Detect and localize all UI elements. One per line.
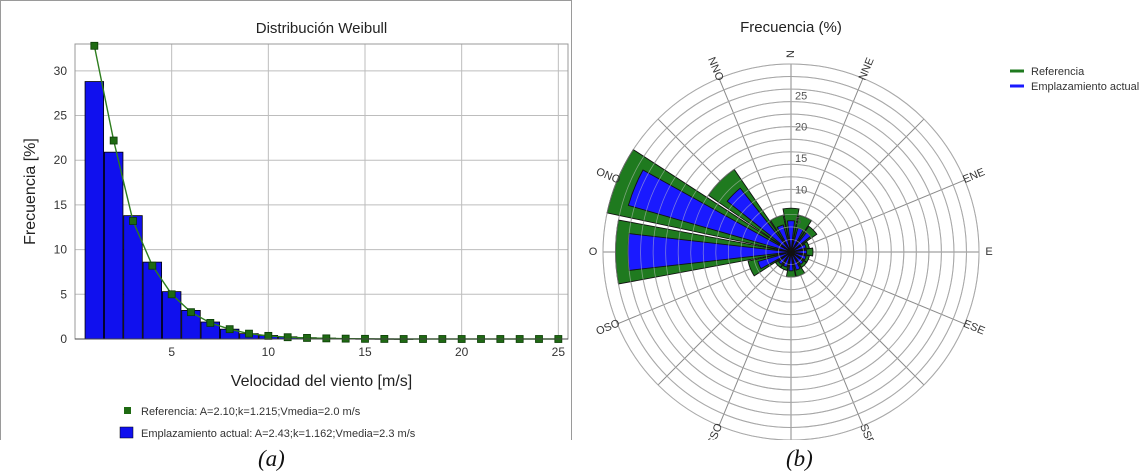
- direction-label: SSE: [857, 422, 877, 440]
- range-ring-overlay: [778, 239, 804, 265]
- bar: [161, 291, 182, 340]
- legend-label-emplazamiento: Emplazamiento actual: A=2.43;k=1.162;Vme…: [141, 428, 416, 440]
- caption-b: (b): [786, 446, 813, 471]
- reference-marker: [90, 41, 99, 50]
- wind-rose-chart: Frecuencia (%)510152025NNNEENEEESESSESSS…: [589, 19, 1139, 440]
- radial-tick-label: 15: [795, 153, 807, 165]
- spoke: [657, 251, 792, 386]
- range-ring-overlay: [665, 126, 917, 378]
- bar: [142, 261, 163, 340]
- sector-emplazamiento: [776, 224, 792, 253]
- sector-emplazamiento: [757, 251, 792, 270]
- direction-label: O: [589, 246, 598, 258]
- x-tick-label: 25: [552, 345, 566, 359]
- y-tick-label: 15: [54, 198, 68, 212]
- reference-marker: [109, 136, 118, 145]
- direction-label: ONO: [594, 166, 622, 187]
- range-ring-overlay: [627, 88, 955, 416]
- y-tick-label: 10: [54, 243, 68, 257]
- sector-emplazamiento: [788, 251, 794, 272]
- chart-title: Distribución Weibull: [256, 20, 387, 37]
- legend-swatch-referencia: [124, 407, 131, 414]
- range-ring-overlay: [677, 138, 905, 366]
- direction-label: NNE: [857, 56, 877, 82]
- reference-marker: [129, 217, 137, 225]
- sector-emplazamiento: [778, 251, 792, 265]
- sector-emplazamiento: [627, 169, 792, 253]
- sector-emplazamiento: [726, 187, 792, 253]
- direction-label: NNO: [705, 55, 726, 83]
- reference-marker: [303, 334, 311, 342]
- spoke: [790, 251, 965, 325]
- weibull-chart-panel: Distribución Weibull 5 10 15 20 25 0 5 10 15 20 25 3…: [0, 0, 572, 440]
- direction-label: OSO: [594, 317, 622, 338]
- range-ring-overlay: [740, 201, 842, 303]
- spoke: [790, 251, 925, 386]
- reference-marker: [264, 331, 273, 340]
- reference-marker: [148, 261, 157, 270]
- direction-label: E: [985, 246, 992, 258]
- range-ring-overlay: [602, 63, 980, 440]
- direction-label: ESE: [962, 318, 987, 338]
- range-ring-overlay: [715, 176, 867, 328]
- wind-rose-panel: Frecuencia (%)510152025NNNEENEEESESSESSS…: [573, 0, 1148, 440]
- y-tick-label: 30: [54, 64, 68, 78]
- x-tick-label: 5: [168, 345, 175, 359]
- reference-marker: [187, 308, 195, 317]
- reference-marker: [283, 333, 292, 342]
- y-tick-label: 0: [60, 332, 67, 346]
- sector-emplazamiento: [790, 249, 808, 255]
- spoke: [790, 251, 864, 426]
- reference-marker: [322, 334, 331, 343]
- reference-marker: [225, 325, 234, 334]
- radial-tick-label: 20: [795, 122, 807, 134]
- sector-emplazamiento: [790, 251, 801, 271]
- bar: [123, 215, 143, 340]
- legend-label-referencia: Referencia: A=2.10;k=1.215;Vmedia=2.0 m/…: [141, 406, 361, 418]
- legend-swatch-emplazamiento: [119, 426, 134, 439]
- radial-tick-label: 5: [795, 216, 801, 228]
- range-ring-overlay: [752, 213, 829, 290]
- spoke: [718, 251, 792, 426]
- range-ring-overlay: [640, 101, 942, 403]
- radial-tick-label: 10: [795, 184, 807, 196]
- x-axis-label: Velocidad del viento [m/s]: [231, 373, 412, 390]
- bar: [103, 151, 124, 340]
- weibull-chart: Distribución Weibull 5 10 15 20 25 0 5 10 15 20 25 3…: [22, 20, 569, 440]
- range-ring-overlay: [702, 163, 880, 341]
- sector-emplazamiento: [790, 251, 804, 265]
- chart-title: Frecuencia (%): [740, 19, 842, 36]
- legend-label-emplazamiento: Emplazamiento actual: [1031, 81, 1139, 93]
- bar: [84, 81, 105, 340]
- direction-label: SSO: [705, 421, 725, 440]
- direction-label: ENE: [961, 166, 986, 186]
- range-ring-overlay: [765, 226, 817, 278]
- x-tick-label: 15: [358, 345, 372, 359]
- y-tick-label: 5: [60, 287, 67, 301]
- y-tick-label: 25: [54, 109, 68, 123]
- range-ring-overlay: [615, 76, 967, 428]
- legend-label-referencia: Referencia: [1031, 66, 1085, 78]
- x-tick-label: 10: [262, 345, 276, 359]
- range-ring-overlay: [690, 151, 892, 353]
- y-axis-label: Frecuencia [%]: [22, 138, 39, 245]
- range-ring-overlay: [727, 188, 855, 316]
- range-ring-overlay: [652, 113, 930, 391]
- direction-label: N: [785, 50, 797, 58]
- y-tick-label: 20: [54, 153, 68, 167]
- x-tick-label: 20: [455, 345, 469, 359]
- reference-marker: [245, 329, 253, 338]
- reference-marker: [206, 319, 215, 327]
- reference-marker: [167, 290, 176, 299]
- sector-emplazamiento: [787, 220, 795, 253]
- spoke: [790, 179, 965, 253]
- caption-a: (a): [258, 446, 285, 471]
- radial-tick-label: 25: [795, 90, 807, 102]
